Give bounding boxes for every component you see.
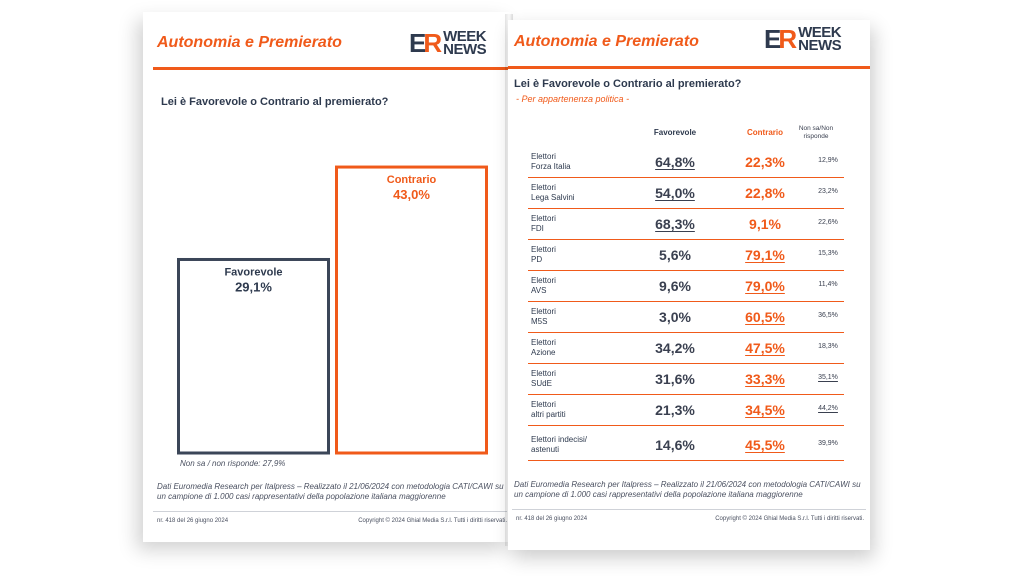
section-title: Autonomia e Premierato — [157, 34, 342, 51]
favorevole-value: 68,3% — [655, 216, 695, 232]
copyright: Copyright © 2024 Ghial Media S.r.l. Tutt… — [358, 518, 507, 524]
favorevole-value: 21,3% — [655, 402, 695, 418]
contrario-value: 33,3% — [745, 371, 785, 387]
header-rule — [153, 67, 511, 70]
party-name: Elettori indecisi/astenuti — [531, 435, 588, 454]
party-name: Elettori Azione — [531, 338, 556, 357]
party-name: Elettori Forza Italia — [531, 152, 571, 171]
col-non-sa: Non sa/Non risponde — [798, 125, 834, 140]
header-rule — [508, 66, 870, 69]
favorevole-value: 34,2% — [655, 340, 695, 356]
favorevole-value: 31,6% — [655, 371, 695, 387]
footer-rule — [512, 509, 866, 510]
favorevole-value: 3,0% — [659, 309, 691, 325]
question-text: Lei è Favorevole o Contrario al premiera… — [161, 96, 389, 108]
contrario-value: 47,5% — [745, 340, 785, 356]
table-row: Elettori Azione 34,2% 47,5% 18,3% — [528, 333, 844, 364]
weeknews-logo: ER WEEK NEWS — [764, 24, 842, 54]
col-contrario: Contrario — [747, 128, 783, 137]
bar-value-label: 43,0% — [393, 187, 430, 202]
footnote: Dati Euromedia Research per Italpress – … — [514, 480, 861, 499]
party-name: Elettori PD — [531, 245, 556, 264]
non-sa-value: 12,9% — [818, 157, 838, 164]
issue-number: nr. 418 del 26 giugno 2024 — [157, 518, 229, 524]
section-title: Autonomia e Premierato — [514, 33, 699, 50]
table-row: Elettori AVS 9,6% 79,0% 11,4% — [528, 271, 844, 302]
contrario-value: 79,0% — [745, 278, 785, 294]
favorevole-value: 64,8% — [655, 154, 695, 170]
favorevole-value: 14,6% — [655, 437, 695, 453]
non-sa-value: 35,1% — [818, 374, 838, 381]
contrario-value: 9,1% — [749, 216, 781, 232]
footnote: Dati Euromedia Research per Italpress – … — [157, 482, 504, 501]
table-row: Elettori Lega Salvini 54,0% 22,8% 23,2% — [528, 178, 844, 209]
party-name: Elettori FDI — [531, 214, 556, 233]
table-row: Elettori SUdE 31,6% 33,3% 35,1% — [528, 364, 844, 395]
non-sa-value: 23,2% — [818, 188, 838, 195]
non-sa-value: 36,5% — [818, 312, 838, 319]
issue-number: nr. 418 del 26 giugno 2024 — [516, 516, 588, 522]
non-sa-value: 15,3% — [818, 250, 838, 257]
favorevole-value: 5,6% — [659, 247, 691, 263]
table-row: Elettori altri partiti 21,3% 34,5% 44,2% — [528, 395, 844, 426]
col-favorevole: Favorevole — [653, 128, 697, 137]
bar-favorevole — [177, 257, 330, 455]
party-name: Elettori Lega Salvini — [531, 183, 575, 202]
table-row: Elettori indecisi/astenuti 14,6% 45,5% 39,9… — [528, 430, 844, 461]
bar-value-label: 29,1% — [235, 279, 272, 294]
non-sa-value: 22,6% — [818, 219, 838, 226]
bar-category-label: Favorevole — [224, 266, 282, 278]
party-name: Elettori altri partiti — [531, 400, 566, 419]
table-row: Elettori Forza Italia 64,8% 22,3% 12,9% — [528, 147, 844, 178]
left-page: Autonomia e Premierato ER WEEK NEWS Lei è… — [143, 12, 511, 542]
table-row: Elettori PD 5,6% 79,1% 15,3% — [528, 240, 844, 271]
contrario-value: 22,8% — [745, 185, 785, 201]
favorevole-value: 9,6% — [659, 278, 691, 294]
favorevole-value: 54,0% — [655, 185, 695, 201]
non-sa-value: 39,9% — [818, 440, 838, 447]
non-risponde-note: Non sa / non risponde: 27,9% — [180, 459, 286, 468]
non-sa-value: 11,4% — [818, 281, 838, 288]
party-name: Elettori AVS — [531, 276, 556, 295]
bar-contrario — [335, 165, 488, 455]
contrario-value: 22,3% — [745, 154, 785, 170]
non-sa-value: 18,3% — [818, 343, 838, 350]
table-row: Elettori FDI 68,3% 9,1% 22,6% — [528, 209, 844, 240]
contrario-value: 60,5% — [745, 309, 785, 325]
party-name: Elettori M5S — [531, 307, 556, 326]
right-page: Autonomia e Premierato ER WEEK NEWS Lei è… — [508, 20, 870, 550]
party-name: Elettori SUdE — [531, 369, 556, 388]
footer-rule — [153, 511, 507, 512]
contrario-value: 45,5% — [745, 437, 785, 453]
table-row: Elettori M5S 3,0% 60,5% 36,5% — [528, 302, 844, 333]
copyright: Copyright © 2024 Ghial Media S.r.l. Tutt… — [715, 516, 864, 522]
weeknews-logo: ER WEEK NEWS — [409, 28, 487, 58]
bar-category-label: Contrario — [387, 174, 437, 186]
contrario-value: 34,5% — [745, 402, 785, 418]
contrario-value: 79,1% — [745, 247, 785, 263]
question-text: Lei è Favorevole o Contrario al premiera… — [514, 78, 742, 90]
non-sa-value: 44,2% — [818, 405, 838, 412]
subtitle: - Per appartenenza politica - — [516, 94, 630, 104]
